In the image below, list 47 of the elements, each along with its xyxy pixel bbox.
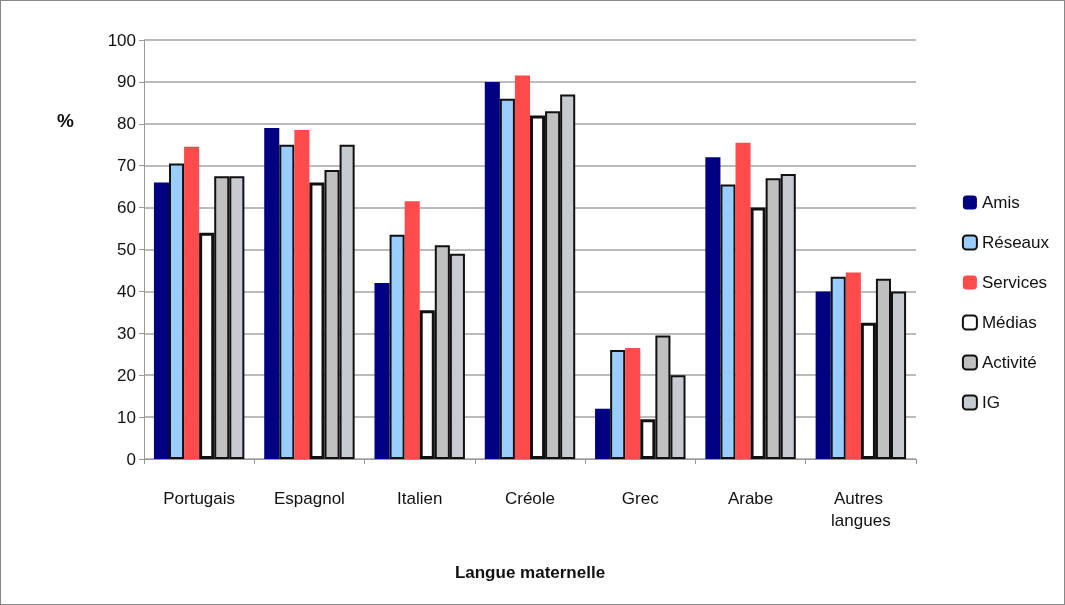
bar — [389, 234, 405, 459]
y-tick-label: 60 — [117, 198, 136, 218]
y-tick-label: 30 — [117, 323, 136, 343]
x-tick-label: Arabe — [727, 488, 774, 508]
legend-label: Activité — [981, 353, 1037, 372]
x-tick-label: Espagnol — [273, 488, 345, 508]
x-tick-label: Italien — [397, 488, 443, 508]
y-tick-label: 100 — [107, 30, 136, 50]
bar — [625, 347, 641, 459]
bar — [735, 142, 751, 459]
x-tick-label: Autres langues — [831, 488, 891, 530]
bar — [294, 130, 310, 459]
legend-label: IG — [981, 393, 1000, 412]
x-tick-label: Créole — [504, 488, 556, 508]
y-tick-label: 20 — [117, 365, 136, 385]
y-tick-label: 40 — [117, 281, 136, 301]
bar — [815, 291, 831, 459]
x-axis-title: Langue maternelle — [454, 563, 606, 582]
legend-label: Amis — [981, 193, 1020, 212]
bar — [279, 144, 295, 459]
bar — [169, 163, 185, 459]
legend-label: Réseaux — [981, 233, 1050, 252]
bar — [514, 75, 530, 459]
bar — [404, 201, 420, 459]
y-axis-title: % — [57, 110, 75, 131]
bar — [499, 98, 515, 459]
bar — [264, 127, 280, 459]
bar — [610, 350, 626, 459]
y-tick-label: 70 — [117, 156, 136, 176]
bar — [595, 408, 611, 459]
legend-label: Médias — [981, 313, 1037, 332]
bar — [720, 184, 736, 459]
y-tick-label: 50 — [117, 240, 136, 259]
bar — [374, 283, 390, 459]
bar — [153, 182, 169, 459]
bar — [845, 272, 861, 459]
bar — [484, 81, 500, 459]
bar — [830, 276, 846, 459]
x-tick-label: Grec — [621, 488, 660, 508]
x-tick-label: Portugais — [163, 488, 236, 508]
y-tick-label: 80 — [117, 114, 136, 134]
y-tick-label: 10 — [117, 407, 136, 427]
y-tick-label: 0 — [126, 449, 136, 469]
bar — [705, 157, 721, 459]
bar — [184, 146, 200, 459]
y-tick-label: 90 — [117, 72, 136, 92]
legend-label: Services — [981, 273, 1048, 292]
